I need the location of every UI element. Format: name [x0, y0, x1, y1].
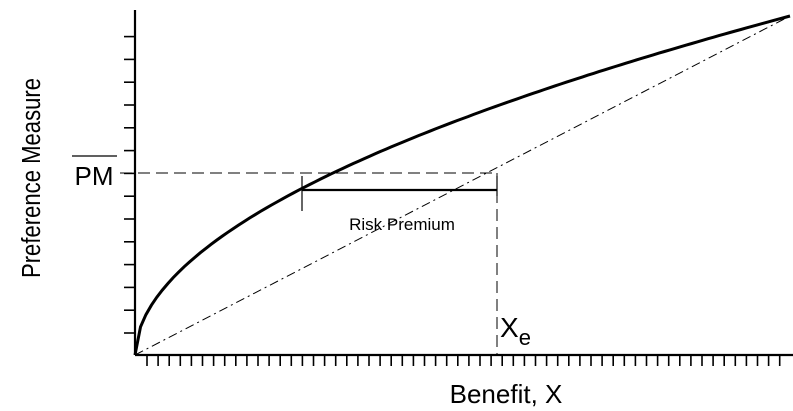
x-axis-label: Benefit, X [450, 379, 563, 409]
pm-label: PM [75, 161, 114, 191]
y-axis-label: Preference Measure [17, 78, 46, 278]
risk-premium-label: Risk Premium [349, 215, 455, 234]
xe-main: X [500, 312, 519, 343]
linear-reference-line [134, 15, 791, 356]
preference-curve [133, 14, 791, 356]
x-axis-ticks [146, 355, 781, 366]
xe-subscript: e [519, 325, 531, 350]
y-axis-ticks [124, 35, 135, 334]
xe-label: Xe [500, 312, 531, 350]
